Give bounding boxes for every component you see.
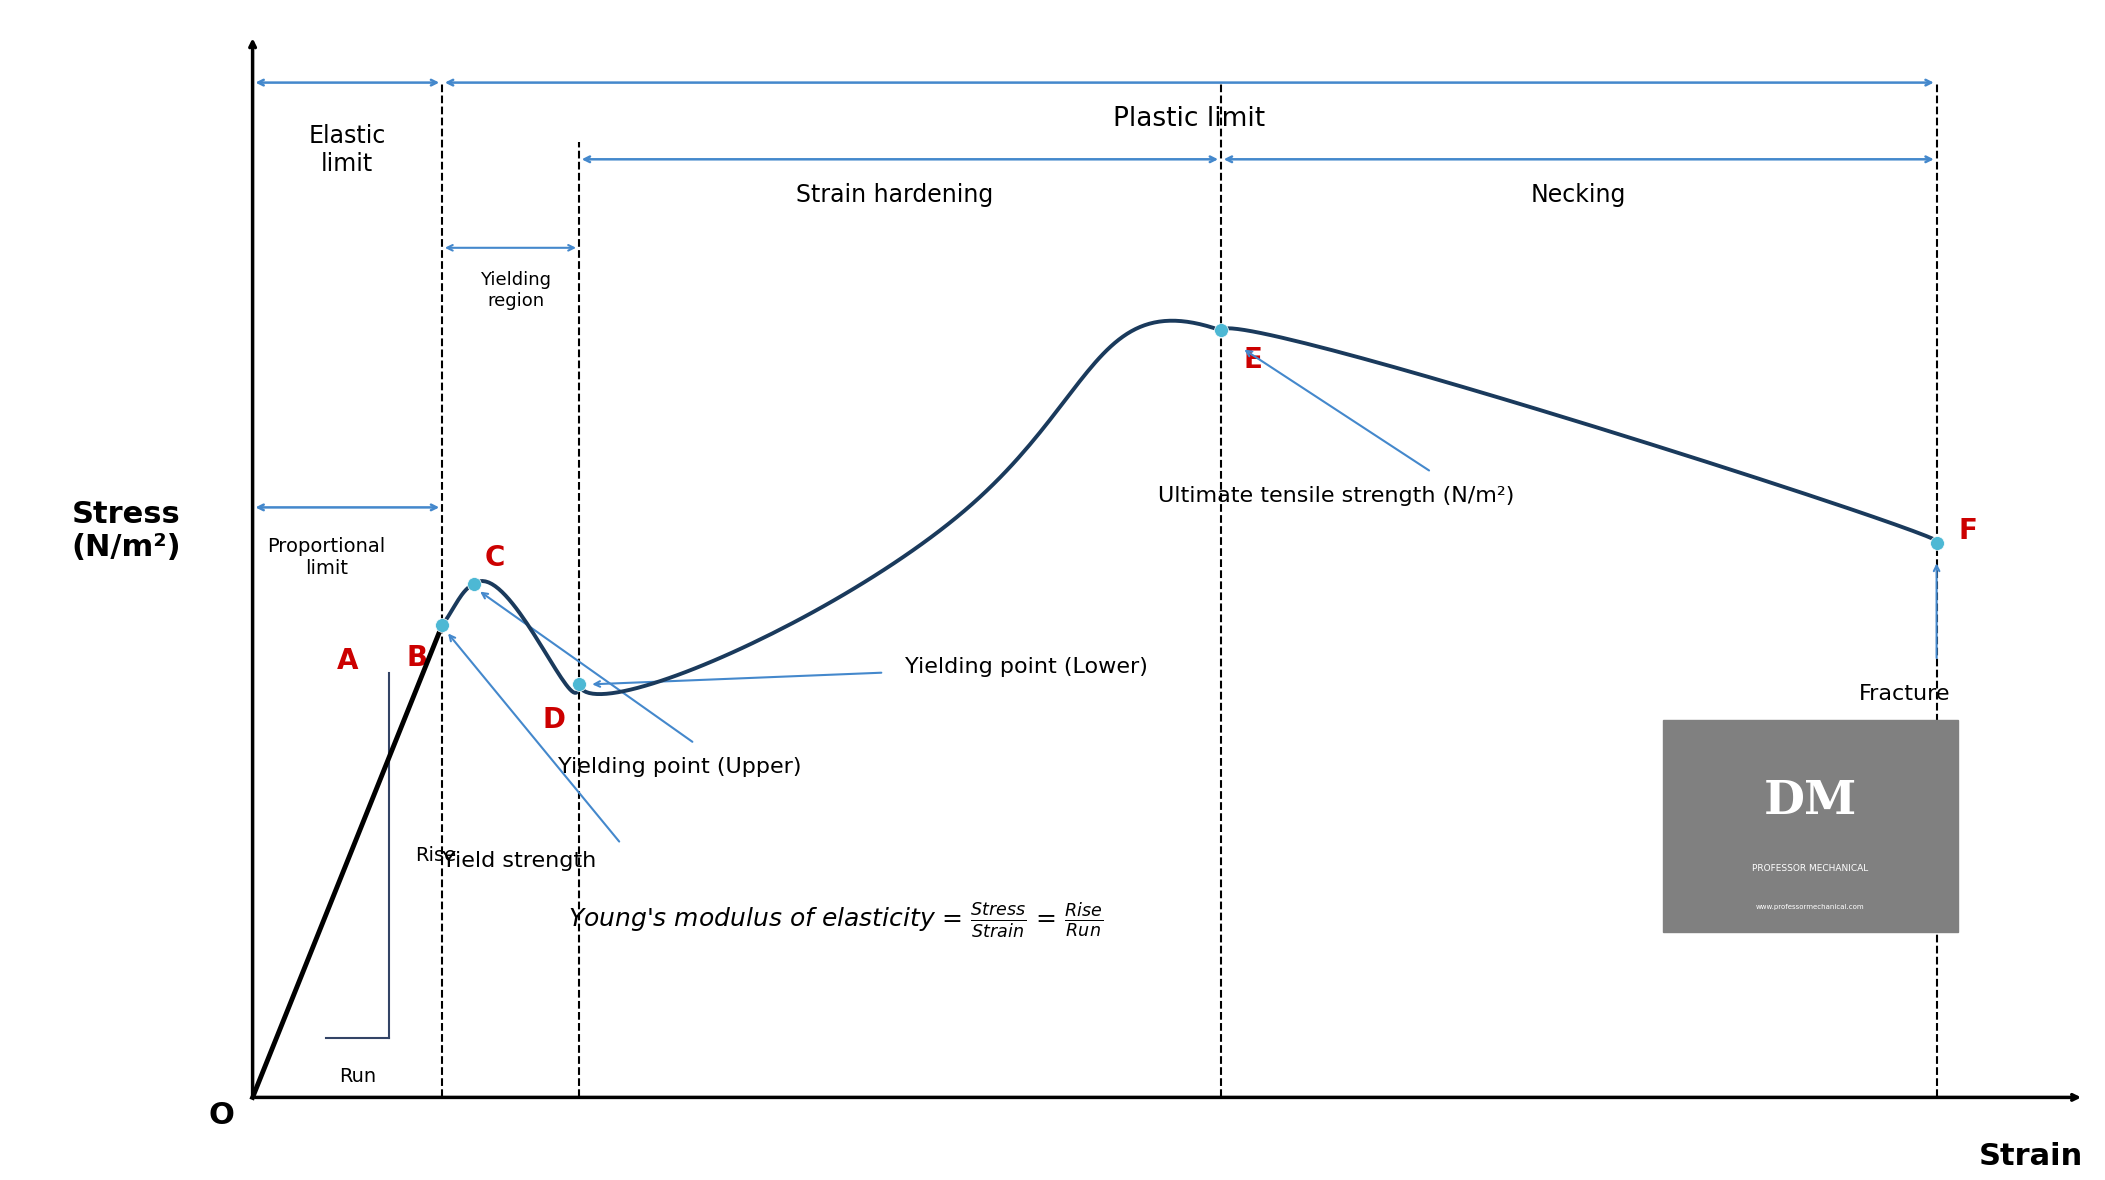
Text: Run: Run (339, 1067, 377, 1086)
Text: Plastic limit: Plastic limit (1114, 106, 1265, 132)
Text: Yielding point (Upper): Yielding point (Upper) (558, 758, 802, 776)
Text: www.professormechanical.com: www.professormechanical.com (1756, 904, 1865, 910)
Text: Elastic
limit: Elastic limit (309, 124, 385, 176)
Text: DM: DM (1764, 778, 1857, 824)
Text: Necking: Necking (1530, 183, 1627, 206)
Text: D: D (543, 706, 564, 734)
Text: F: F (1960, 517, 1977, 545)
Text: Ultimate tensile strength (N/m²): Ultimate tensile strength (N/m²) (1158, 486, 1513, 505)
Text: Yielding
region: Yielding region (480, 271, 552, 310)
Text: Strain hardening: Strain hardening (796, 183, 994, 206)
Text: Yield strength: Yield strength (442, 852, 596, 871)
Bar (1663, 720, 1958, 932)
Text: Yielding point (Lower): Yielding point (Lower) (905, 657, 1147, 676)
Text: Fracture: Fracture (1859, 684, 1951, 704)
Text: Rise: Rise (415, 846, 457, 865)
Text: E: E (1244, 346, 1261, 374)
Text: B: B (406, 644, 427, 673)
Text: O: O (208, 1101, 234, 1129)
Text: PROFESSOR MECHANICAL: PROFESSOR MECHANICAL (1751, 864, 1869, 873)
Text: Strain: Strain (1979, 1142, 2084, 1171)
Text: Stress
(N/m²): Stress (N/m²) (72, 499, 181, 563)
Text: Young's modulus of elasticity = $\frac{Stress}{Strain}$ = $\frac{Rise}{Run}$: Young's modulus of elasticity = $\frac{S… (568, 900, 1105, 940)
Text: C: C (484, 544, 505, 572)
Text: A: A (337, 647, 358, 675)
Text: Proportional
limit: Proportional limit (267, 537, 385, 578)
